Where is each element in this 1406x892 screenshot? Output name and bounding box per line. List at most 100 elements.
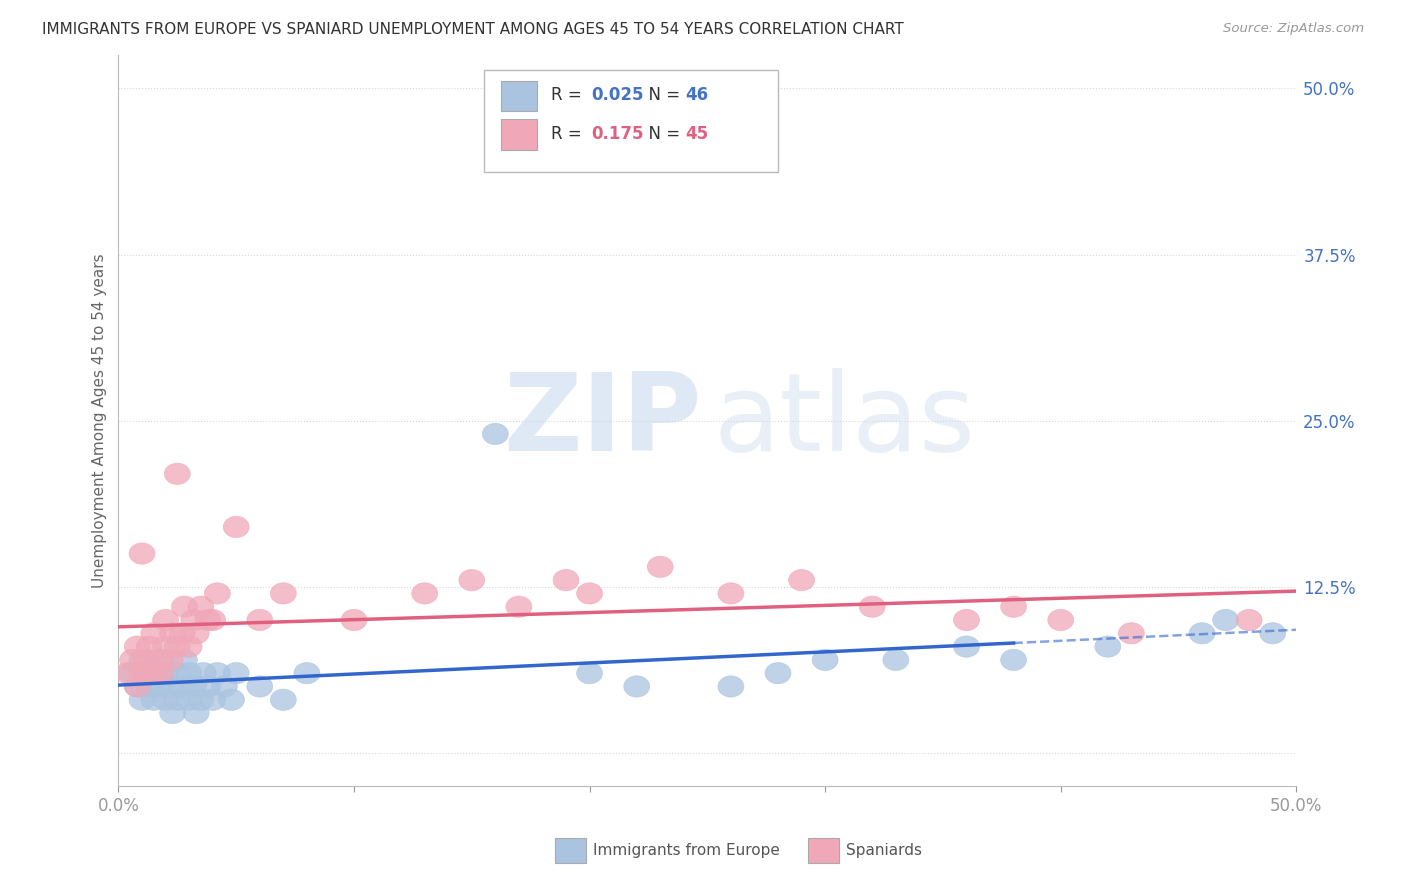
- Ellipse shape: [204, 582, 231, 604]
- Ellipse shape: [200, 690, 225, 710]
- Ellipse shape: [124, 676, 150, 697]
- Ellipse shape: [458, 569, 485, 591]
- Ellipse shape: [647, 557, 673, 577]
- Text: Immigrants from Europe: Immigrants from Europe: [593, 844, 780, 858]
- Ellipse shape: [247, 676, 273, 697]
- Ellipse shape: [176, 690, 202, 710]
- Text: 0.175: 0.175: [591, 125, 644, 143]
- Ellipse shape: [482, 424, 509, 444]
- Ellipse shape: [1236, 609, 1263, 631]
- Ellipse shape: [120, 649, 146, 671]
- Ellipse shape: [141, 690, 167, 710]
- Ellipse shape: [146, 649, 172, 671]
- Ellipse shape: [1212, 609, 1239, 631]
- Ellipse shape: [169, 623, 195, 644]
- FancyBboxPatch shape: [501, 120, 537, 150]
- Ellipse shape: [883, 649, 908, 671]
- Text: N =: N =: [638, 125, 685, 143]
- Ellipse shape: [412, 582, 437, 604]
- Ellipse shape: [176, 636, 202, 657]
- Ellipse shape: [176, 663, 202, 684]
- Ellipse shape: [165, 663, 190, 684]
- Ellipse shape: [1118, 623, 1144, 644]
- Ellipse shape: [195, 609, 221, 631]
- Ellipse shape: [188, 690, 214, 710]
- Ellipse shape: [124, 676, 150, 697]
- Ellipse shape: [188, 596, 214, 617]
- Ellipse shape: [129, 663, 155, 684]
- Ellipse shape: [718, 676, 744, 697]
- Text: 46: 46: [685, 87, 709, 104]
- Ellipse shape: [148, 649, 174, 671]
- Ellipse shape: [141, 663, 167, 684]
- Ellipse shape: [789, 569, 814, 591]
- Ellipse shape: [117, 663, 143, 684]
- Ellipse shape: [183, 623, 209, 644]
- Ellipse shape: [247, 609, 273, 631]
- Ellipse shape: [553, 569, 579, 591]
- Ellipse shape: [1001, 649, 1026, 671]
- Ellipse shape: [157, 649, 183, 671]
- Ellipse shape: [270, 582, 297, 604]
- Ellipse shape: [124, 636, 150, 657]
- Text: Source: ZipAtlas.com: Source: ZipAtlas.com: [1223, 22, 1364, 36]
- Ellipse shape: [224, 663, 249, 684]
- Text: N =: N =: [638, 87, 685, 104]
- Text: R =: R =: [551, 125, 592, 143]
- Ellipse shape: [859, 596, 886, 617]
- Ellipse shape: [141, 623, 167, 644]
- Ellipse shape: [1001, 596, 1026, 617]
- Ellipse shape: [506, 596, 531, 617]
- Ellipse shape: [157, 676, 183, 697]
- Ellipse shape: [1095, 636, 1121, 657]
- Ellipse shape: [136, 676, 162, 697]
- Text: ZIP: ZIP: [503, 368, 702, 474]
- Ellipse shape: [218, 690, 245, 710]
- Ellipse shape: [190, 663, 217, 684]
- Ellipse shape: [136, 636, 162, 657]
- Ellipse shape: [165, 636, 190, 657]
- Ellipse shape: [160, 702, 186, 723]
- Ellipse shape: [183, 702, 209, 723]
- FancyBboxPatch shape: [501, 80, 537, 112]
- Ellipse shape: [172, 596, 197, 617]
- Ellipse shape: [160, 623, 186, 644]
- Ellipse shape: [153, 609, 179, 631]
- Ellipse shape: [134, 649, 160, 671]
- Ellipse shape: [204, 663, 231, 684]
- Ellipse shape: [624, 676, 650, 697]
- Ellipse shape: [129, 649, 155, 671]
- Ellipse shape: [115, 663, 141, 684]
- Ellipse shape: [953, 636, 980, 657]
- Ellipse shape: [576, 663, 603, 684]
- Ellipse shape: [576, 582, 603, 604]
- Ellipse shape: [211, 676, 238, 697]
- Ellipse shape: [718, 582, 744, 604]
- Ellipse shape: [270, 690, 297, 710]
- Ellipse shape: [153, 690, 179, 710]
- Text: R =: R =: [551, 87, 586, 104]
- Ellipse shape: [129, 543, 155, 564]
- Ellipse shape: [165, 463, 190, 484]
- Ellipse shape: [1260, 623, 1285, 644]
- Ellipse shape: [153, 663, 179, 684]
- Ellipse shape: [169, 676, 195, 697]
- Ellipse shape: [1047, 609, 1074, 631]
- Ellipse shape: [181, 609, 207, 631]
- Text: atlas: atlas: [713, 368, 976, 474]
- Text: IMMIGRANTS FROM EUROPE VS SPANIARD UNEMPLOYMENT AMONG AGES 45 TO 54 YEARS CORREL: IMMIGRANTS FROM EUROPE VS SPANIARD UNEMP…: [42, 22, 904, 37]
- Ellipse shape: [1189, 623, 1215, 644]
- Text: 0.025: 0.025: [591, 87, 644, 104]
- Text: 45: 45: [685, 125, 709, 143]
- Ellipse shape: [342, 609, 367, 631]
- Text: Spaniards: Spaniards: [846, 844, 922, 858]
- Ellipse shape: [195, 676, 221, 697]
- Ellipse shape: [134, 663, 160, 684]
- Ellipse shape: [153, 636, 179, 657]
- Ellipse shape: [148, 663, 174, 684]
- Ellipse shape: [953, 609, 980, 631]
- Ellipse shape: [165, 690, 190, 710]
- Ellipse shape: [294, 663, 319, 684]
- Ellipse shape: [181, 676, 207, 697]
- Ellipse shape: [224, 516, 249, 538]
